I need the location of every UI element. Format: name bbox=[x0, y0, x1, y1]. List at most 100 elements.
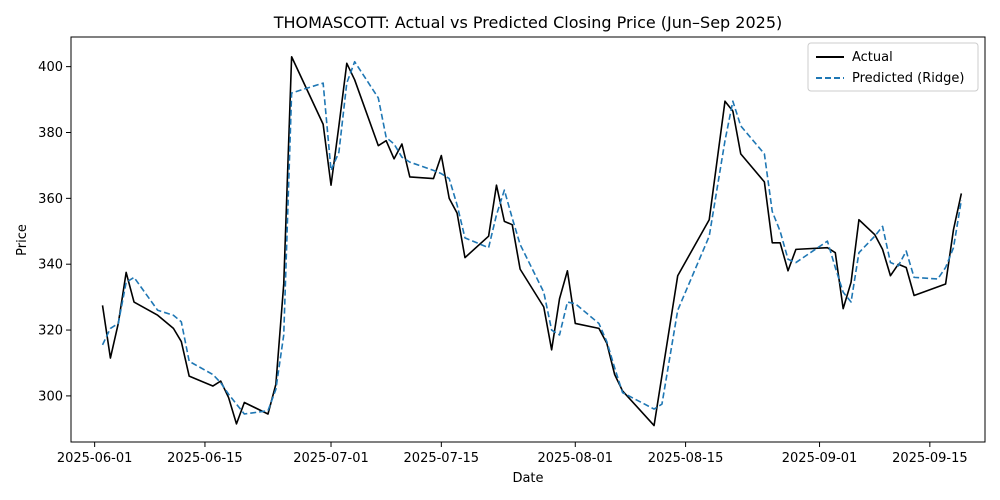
data-point bbox=[188, 375, 190, 377]
data-point bbox=[377, 145, 379, 147]
y-tick-label: 400 bbox=[38, 60, 63, 75]
data-point bbox=[464, 237, 466, 239]
data-point bbox=[244, 413, 246, 415]
data-point bbox=[898, 265, 900, 267]
data-point bbox=[653, 425, 655, 427]
data-point bbox=[771, 242, 773, 244]
data-point bbox=[732, 110, 734, 112]
data-point bbox=[834, 267, 836, 269]
data-point bbox=[913, 295, 915, 297]
data-point bbox=[236, 423, 238, 425]
data-point bbox=[244, 402, 246, 404]
x-tick-label: 2025-07-15 bbox=[404, 451, 480, 466]
data-point bbox=[740, 153, 742, 155]
data-point bbox=[559, 334, 561, 336]
data-point bbox=[842, 308, 844, 310]
data-point bbox=[677, 275, 679, 277]
series-layer bbox=[101, 55, 963, 427]
data-point bbox=[496, 214, 498, 216]
data-point bbox=[543, 306, 545, 308]
data-point bbox=[220, 380, 222, 382]
data-point bbox=[173, 328, 175, 330]
y-axis-label: Price bbox=[15, 224, 30, 256]
data-point bbox=[614, 367, 616, 369]
data-point bbox=[874, 234, 876, 236]
data-point bbox=[133, 277, 135, 279]
data-point bbox=[858, 252, 860, 254]
data-point bbox=[937, 278, 939, 280]
data-point bbox=[354, 79, 356, 81]
data-point bbox=[125, 272, 127, 274]
data-point bbox=[606, 341, 608, 343]
data-point bbox=[905, 267, 907, 269]
data-point bbox=[653, 408, 655, 410]
data-point bbox=[614, 374, 616, 376]
data-point bbox=[212, 385, 214, 387]
y-tick-label: 320 bbox=[38, 324, 63, 339]
data-point bbox=[858, 219, 860, 221]
data-point bbox=[125, 282, 127, 284]
data-point bbox=[291, 56, 293, 58]
data-point bbox=[346, 63, 348, 65]
data-point bbox=[488, 235, 490, 237]
x-tick-label: 2025-06-15 bbox=[167, 451, 243, 466]
data-point bbox=[771, 211, 773, 213]
chart-title: THOMASCOTT: Actual vs Predicted Closing … bbox=[273, 13, 782, 32]
data-point bbox=[275, 389, 277, 391]
data-point bbox=[882, 249, 884, 251]
data-point bbox=[598, 328, 600, 330]
data-point bbox=[401, 143, 403, 145]
data-point bbox=[795, 249, 797, 251]
data-point bbox=[945, 267, 947, 269]
series-actual-line bbox=[101, 55, 963, 427]
data-point bbox=[827, 240, 829, 242]
data-point bbox=[519, 244, 521, 246]
data-point bbox=[961, 193, 963, 195]
data-point bbox=[212, 374, 214, 376]
data-point bbox=[511, 217, 513, 219]
y-tick-label: 360 bbox=[38, 192, 63, 207]
data-point bbox=[110, 328, 112, 330]
data-point bbox=[945, 283, 947, 285]
legend-box bbox=[807, 42, 979, 92]
data-point bbox=[567, 301, 569, 303]
data-point bbox=[677, 309, 679, 311]
data-point bbox=[511, 224, 513, 226]
plot-frame bbox=[70, 36, 986, 443]
data-point bbox=[764, 181, 766, 183]
data-point bbox=[456, 204, 458, 206]
data-point bbox=[433, 178, 435, 180]
y-tick-label: 380 bbox=[38, 126, 63, 141]
data-point bbox=[740, 125, 742, 127]
data-point bbox=[236, 403, 238, 405]
data-point bbox=[953, 229, 955, 231]
x-tick-label: 2025-08-15 bbox=[648, 451, 724, 466]
y-tick-label: 340 bbox=[38, 258, 63, 273]
x-axis-label: Date bbox=[512, 471, 543, 486]
legend-actual-label: Actual bbox=[852, 50, 893, 65]
data-point bbox=[519, 268, 521, 270]
data-point bbox=[842, 291, 844, 293]
data-point bbox=[385, 137, 387, 139]
data-point bbox=[567, 270, 569, 272]
data-point bbox=[110, 357, 112, 359]
data-point bbox=[181, 321, 183, 323]
data-point bbox=[874, 235, 876, 237]
data-point bbox=[779, 230, 781, 232]
data-point bbox=[291, 92, 293, 94]
data-point bbox=[850, 282, 852, 284]
x-tick-label: 2025-09-15 bbox=[892, 451, 968, 466]
data-point bbox=[551, 349, 553, 351]
data-point bbox=[764, 153, 766, 155]
data-point bbox=[795, 262, 797, 264]
data-point bbox=[157, 309, 159, 311]
data-point bbox=[433, 170, 435, 172]
data-point bbox=[354, 61, 356, 63]
data-point bbox=[953, 247, 955, 249]
data-point bbox=[913, 277, 915, 279]
data-point bbox=[181, 341, 183, 343]
data-point bbox=[448, 178, 450, 180]
y-axis: 300 320 340 360 380 400 bbox=[38, 60, 71, 404]
data-point bbox=[267, 413, 269, 415]
